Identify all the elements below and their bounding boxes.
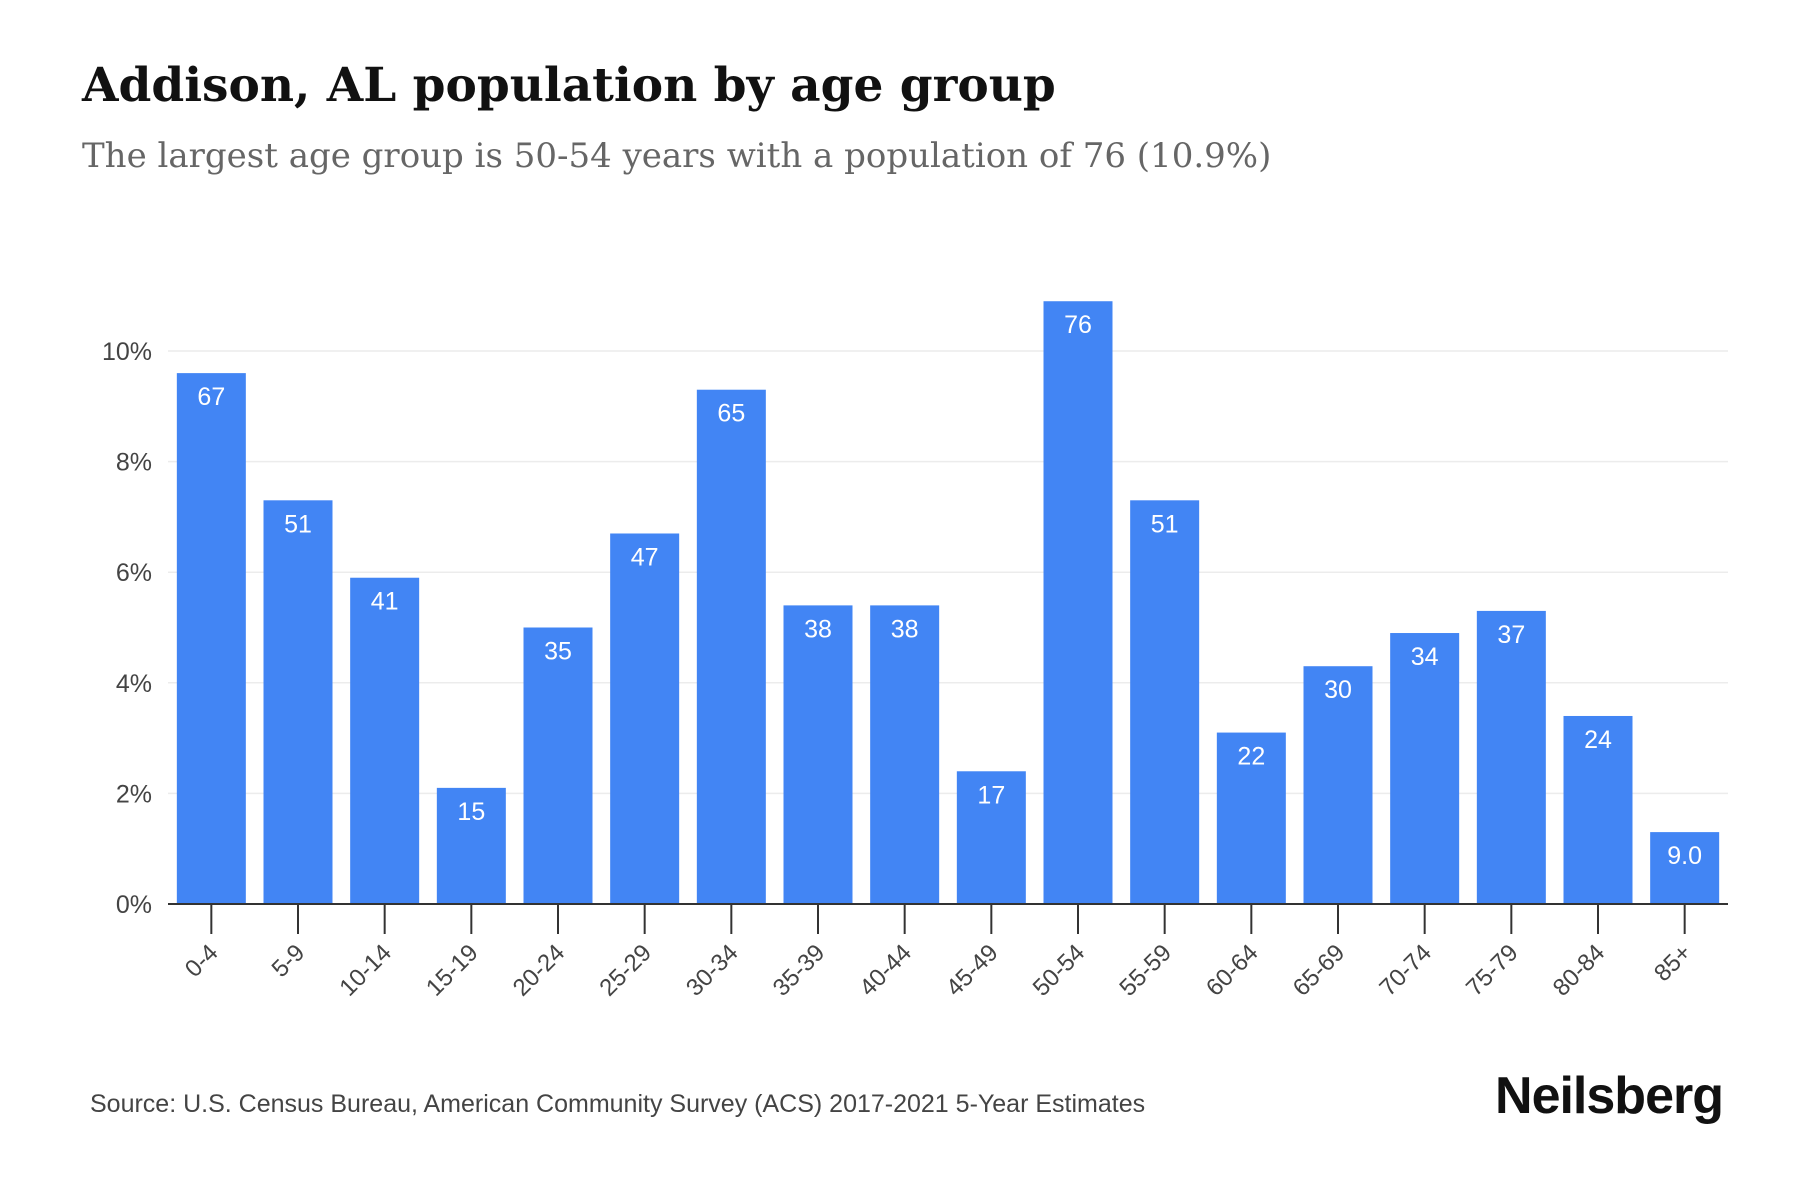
bar-value-label: 24 (1584, 726, 1612, 754)
x-tick-label: 80-84 (1548, 939, 1611, 1002)
bar-value-label: 30 (1324, 676, 1352, 704)
bar-value-label: 51 (284, 510, 312, 538)
bar-value-label: 51 (1151, 510, 1179, 538)
bar (870, 605, 940, 904)
bar-value-label: 35 (544, 638, 572, 666)
y-tick-label: 2% (116, 780, 152, 808)
bar-value-label: 38 (891, 615, 919, 643)
bar-value-label: 37 (1497, 621, 1525, 649)
bar-value-label: 9.0 (1667, 842, 1702, 870)
x-tick-label: 60-64 (1201, 939, 1264, 1002)
bar-value-label: 67 (197, 383, 225, 411)
bar (1043, 301, 1113, 905)
x-tick-label: 40-44 (854, 939, 917, 1002)
chart-subtitle: The largest age group is 50-54 years wit… (82, 136, 1272, 176)
source-note: Source: U.S. Census Bureau, American Com… (90, 1090, 1146, 1118)
x-tick-label: 85+ (1649, 939, 1697, 987)
bar (1390, 633, 1460, 904)
x-tick-label: 25-29 (594, 939, 657, 1002)
bar (956, 771, 1026, 904)
bar (1130, 500, 1200, 904)
bar-value-label: 17 (977, 781, 1005, 809)
x-tick-label: 35-39 (768, 939, 831, 1002)
bar (783, 605, 853, 904)
bar (1563, 715, 1633, 904)
bar (523, 627, 593, 904)
x-tick-label: 0-4 (180, 939, 224, 983)
bar (610, 533, 680, 904)
bar (1303, 666, 1373, 904)
x-tick-label: 45-49 (941, 939, 1004, 1002)
x-tick-label: 15-19 (421, 939, 484, 1002)
x-tick-label: 70-74 (1374, 939, 1437, 1002)
bar (176, 373, 246, 904)
bar-value-label: 38 (804, 615, 832, 643)
bar-value-label: 22 (1237, 743, 1265, 771)
bar-value-label: 47 (631, 543, 659, 571)
bar (263, 500, 333, 904)
bar (436, 787, 506, 904)
bar (696, 389, 766, 905)
x-tick-label: 5-9 (267, 939, 311, 983)
x-tick-label: 55-59 (1114, 939, 1177, 1002)
x-tick-label: 75-79 (1461, 939, 1524, 1002)
x-tick-label: 65-69 (1288, 939, 1351, 1002)
x-tick-label: 10-14 (334, 939, 397, 1002)
bar (350, 577, 420, 904)
x-tick-label: 20-24 (508, 939, 571, 1002)
chart-title: Addison, AL population by age group (82, 58, 1056, 113)
bar-value-label: 15 (457, 798, 485, 826)
y-tick-label: 8% (116, 449, 152, 477)
bar (1216, 732, 1286, 904)
y-tick-label: 0% (116, 891, 152, 919)
x-tick-label: 30-34 (681, 939, 744, 1002)
y-tick-label: 6% (116, 559, 152, 587)
y-tick-label: 4% (116, 670, 152, 698)
y-tick-label: 10% (102, 338, 152, 366)
brand-logo: Neilsberg (1495, 1067, 1724, 1125)
x-tick-label: 50-54 (1028, 939, 1091, 1002)
bar-value-label: 65 (717, 400, 745, 428)
bar (1650, 832, 1720, 904)
bar-value-label: 41 (371, 588, 399, 616)
bar-value-label: 76 (1064, 311, 1092, 339)
bar-value-label: 34 (1411, 643, 1439, 671)
bar (1476, 610, 1546, 904)
